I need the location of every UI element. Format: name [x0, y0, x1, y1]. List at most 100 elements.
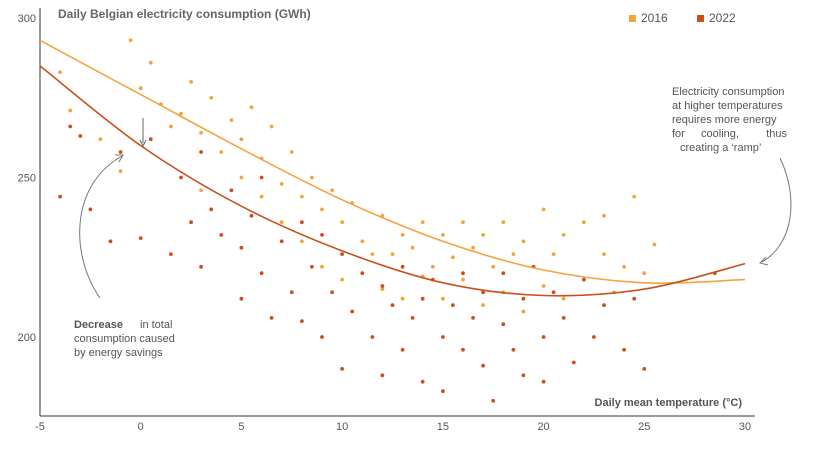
data-point-2022	[451, 303, 455, 307]
annotation-ramp-line3: requires more energy	[672, 114, 777, 126]
data-point-2022	[592, 335, 596, 339]
data-point-2022	[622, 347, 626, 352]
data-point-2022	[571, 360, 576, 365]
data-point-2016	[118, 169, 123, 174]
data-point-2022	[501, 322, 506, 327]
data-point-2016	[471, 245, 475, 250]
data-point-2016	[370, 252, 375, 256]
data-point-2022	[189, 220, 194, 225]
annotation-ramp-line2: at higher temperatures	[672, 100, 783, 112]
x-tick-labels: -5 0 5 10 15 20 25 30	[35, 421, 751, 433]
data-point-2016	[269, 124, 274, 129]
data-point-2016	[400, 233, 405, 237]
data-point-2016	[410, 245, 415, 250]
data-point-2016	[441, 233, 445, 237]
data-point-2016	[58, 70, 62, 75]
data-point-2022	[148, 137, 153, 142]
data-point-2022	[370, 335, 375, 339]
data-point-2016	[239, 175, 244, 180]
x-tick-label: 10	[336, 421, 348, 433]
x-tick-label: 5	[238, 421, 244, 433]
data-point-2022	[582, 277, 586, 282]
annotation-savings-line2: consumption caused	[74, 333, 175, 345]
data-point-2022	[410, 316, 415, 320]
data-point-2016	[310, 175, 314, 180]
data-point-2016	[300, 194, 304, 199]
data-point-2022	[541, 379, 546, 384]
data-point-2016	[561, 296, 566, 301]
data-point-2016	[330, 188, 334, 193]
savings-curved-arrowhead	[115, 154, 124, 163]
data-point-2022	[461, 347, 465, 352]
data-point-2016	[642, 271, 647, 276]
data-point-2016	[511, 252, 516, 256]
x-tick-label: 30	[739, 421, 751, 433]
data-point-2022	[441, 389, 445, 394]
data-point-2022	[219, 233, 224, 237]
data-point-2022	[602, 303, 606, 307]
legend-swatch-2022	[697, 15, 704, 22]
data-point-2022	[642, 367, 647, 371]
data-point-2016	[279, 220, 284, 225]
data-point-2016	[320, 207, 324, 212]
data-point-2016	[148, 60, 153, 65]
data-point-2016	[622, 264, 626, 269]
data-point-2016	[400, 296, 405, 301]
data-point-2016	[451, 255, 455, 260]
data-point-2016	[340, 220, 344, 225]
data-point-2022	[78, 134, 83, 138]
data-point-2016	[179, 111, 183, 116]
data-point-2016	[632, 194, 637, 199]
data-point-2022	[360, 271, 365, 276]
data-point-2022	[229, 188, 234, 193]
annotation-savings-rest: in total	[140, 319, 172, 331]
trend-line-2016	[39, 39, 746, 284]
data-point-2016	[652, 242, 657, 247]
data-point-2022	[68, 124, 73, 129]
annotation-savings-line3: by energy savings	[74, 347, 163, 359]
data-point-2022	[561, 316, 566, 320]
x-tick-label: -5	[35, 421, 45, 433]
data-point-2022	[259, 175, 264, 180]
data-point-2022	[501, 271, 506, 276]
data-point-2016	[481, 233, 485, 237]
data-point-2022	[138, 236, 143, 241]
legend: 2016 2022	[629, 11, 736, 25]
data-point-2022	[320, 335, 324, 339]
data-point-2016	[219, 150, 224, 154]
annotation-savings: Decrease in total consumption caused by …	[74, 118, 175, 359]
data-point-2022	[310, 264, 314, 269]
data-point-2022	[118, 150, 123, 154]
data-point-2022	[340, 367, 344, 371]
data-point-2016	[239, 137, 244, 142]
data-point-2016	[501, 220, 506, 225]
data-point-2016	[249, 105, 254, 110]
legend-label-2022: 2022	[709, 11, 736, 25]
data-point-2022	[521, 296, 526, 301]
data-point-2022	[330, 290, 334, 295]
x-tick-label: 20	[537, 421, 549, 433]
x-tick-label: 15	[437, 421, 449, 433]
data-point-2022	[400, 347, 405, 352]
annotation-ramp-line4b: cooling,	[701, 128, 739, 140]
data-point-2016	[300, 239, 304, 244]
data-point-2022	[400, 264, 405, 269]
data-point-2016	[551, 252, 556, 256]
data-point-2016	[390, 252, 395, 256]
data-point-2016	[169, 124, 173, 129]
data-point-2022	[320, 233, 324, 237]
data-point-2016	[138, 86, 143, 91]
ramp-curved-arrow	[761, 157, 792, 263]
data-point-2016	[561, 233, 566, 237]
data-point-2016	[380, 287, 385, 291]
data-point-2022	[169, 252, 173, 256]
data-point-2022	[461, 271, 465, 276]
data-point-2016	[340, 277, 344, 282]
data-point-2016	[199, 188, 204, 193]
data-point-2022	[239, 296, 244, 301]
data-point-2016	[420, 220, 425, 225]
data-point-2022	[511, 347, 516, 352]
data-point-2016	[461, 277, 465, 282]
data-point-2016	[279, 182, 284, 186]
